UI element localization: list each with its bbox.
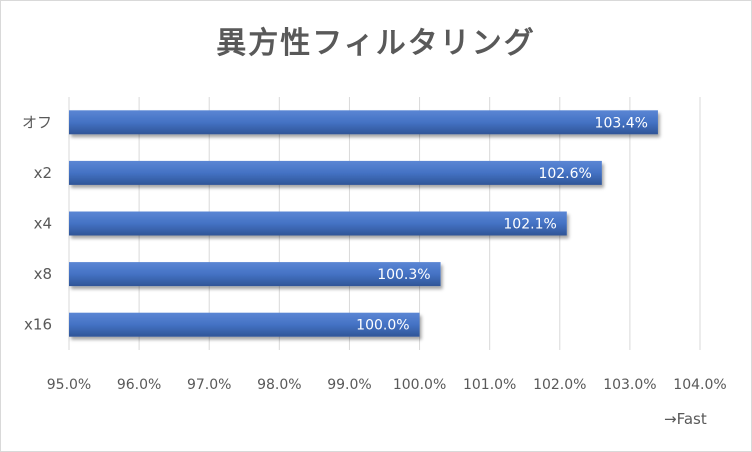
data-label: 103.4% <box>595 115 648 131</box>
category-label: x8 <box>34 265 52 283</box>
category-label: x4 <box>34 215 52 233</box>
x-tick-label: 100.0% <box>393 377 446 393</box>
x-tick-label: 96.0% <box>117 377 161 393</box>
chart-title: 異方性フィルタリング <box>216 26 536 61</box>
data-label: 102.6% <box>538 166 591 182</box>
x-tick-label: 104.0% <box>673 377 726 393</box>
x-tick-label: 95.0% <box>47 377 91 393</box>
axis-note: →Fast <box>664 410 707 428</box>
bar <box>69 110 658 135</box>
x-tick-labels: 95.0% 96.0% 97.0% 98.0% 99.0% 100.0% 101.0% 102… <box>47 377 727 393</box>
category-label: x16 <box>24 316 52 334</box>
category-labels: オフ x2 x4 x8 x16 <box>22 113 52 333</box>
x-tick-label: 102.0% <box>533 377 586 393</box>
x-tick-label: 98.0% <box>257 377 301 393</box>
bar <box>69 312 420 337</box>
bar <box>69 160 602 185</box>
x-tick-label: 99.0% <box>327 377 371 393</box>
bars <box>69 110 658 337</box>
data-label: 100.3% <box>377 267 430 283</box>
bar <box>69 262 441 287</box>
category-label: オフ <box>22 113 52 131</box>
data-label: 102.1% <box>503 217 556 233</box>
data-label: 100.0% <box>356 318 409 334</box>
x-tick-label: 97.0% <box>187 377 231 393</box>
bar <box>69 211 567 236</box>
x-tick-label: 101.0% <box>463 377 516 393</box>
category-label: x2 <box>34 164 52 182</box>
data-labels: 103.4% 102.6% 102.1% 100.3% 100.0% <box>356 115 648 333</box>
x-tick-label: 103.0% <box>603 377 656 393</box>
